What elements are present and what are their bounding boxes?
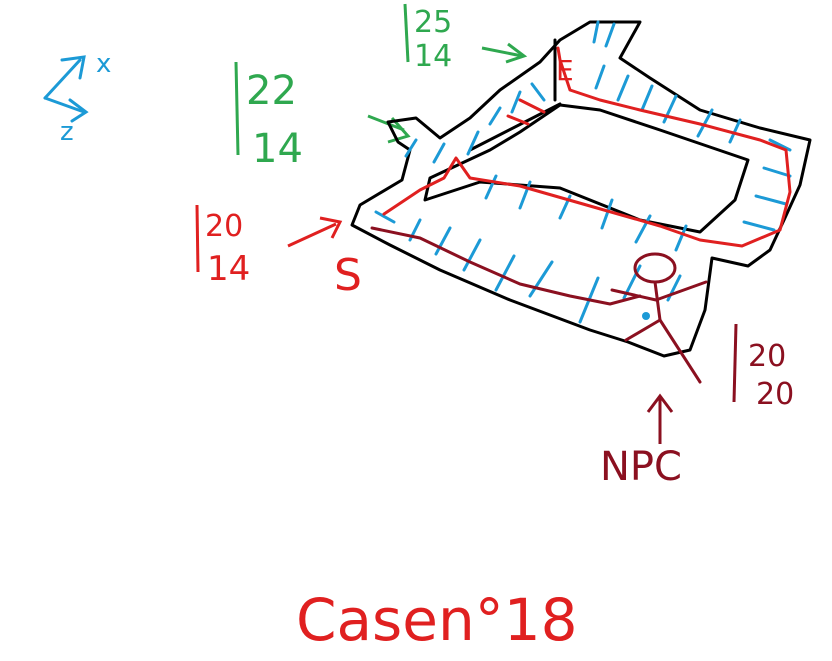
red-left-value-2: 14 (207, 249, 250, 289)
red-arrow-left (287, 222, 337, 248)
case-caption: Casen°18 (296, 586, 578, 654)
axis-gizmo (43, 55, 89, 123)
green-top-value-1: 25 (414, 5, 452, 40)
npc-route-line (370, 226, 642, 306)
npc-bracket (732, 323, 738, 403)
npc-head (633, 252, 677, 284)
green-arrow-top (481, 46, 523, 58)
red-annotation-left: 20 14 (195, 204, 343, 289)
x-axis-arrowhead (60, 55, 86, 80)
outer-wall (350, 20, 812, 358)
z-axis-line (43, 96, 86, 114)
red-path (382, 46, 792, 248)
red-left-value-1: 20 (205, 209, 243, 244)
npc-position-dot (642, 312, 650, 320)
z-axis-label: z (60, 117, 74, 147)
green-left-value-1: 22 (246, 68, 297, 114)
red-tick-1 (518, 98, 546, 114)
green-bracket-left (234, 61, 240, 156)
npc-path (370, 226, 708, 384)
red-route-line (382, 46, 792, 248)
end-marker: E (556, 54, 574, 87)
x-axis-label: x (96, 49, 111, 79)
grid-marks (374, 20, 792, 324)
npc-arms (610, 280, 708, 302)
green-annotation-top: 25 14 (403, 3, 528, 74)
inner-wall (423, 103, 750, 234)
green-bracket-top (403, 3, 410, 63)
start-marker: S (334, 250, 362, 301)
npc-leg (624, 318, 662, 342)
npc-value-1: 20 (748, 339, 786, 374)
green-arrowhead-left (387, 117, 411, 144)
npc-arrowhead (646, 393, 674, 413)
green-top-value-2: 14 (414, 39, 452, 74)
red-arrowhead-left (319, 216, 343, 239)
green-left-value-2: 14 (252, 126, 303, 172)
red-tick-2 (506, 114, 530, 126)
npc-value-2: 20 (756, 377, 794, 412)
x-axis-line (43, 58, 82, 100)
z-axis-arrowhead (68, 98, 89, 123)
corridor-wall-2 (468, 102, 562, 152)
green-arrowhead-top (505, 42, 528, 64)
green-arrow-left (367, 114, 405, 132)
green-annotation-left: 22 14 (234, 61, 411, 172)
npc-annotation: 20 20 NPC (600, 323, 794, 490)
npc-label: NPC (600, 444, 682, 490)
red-bracket-left (195, 204, 200, 273)
